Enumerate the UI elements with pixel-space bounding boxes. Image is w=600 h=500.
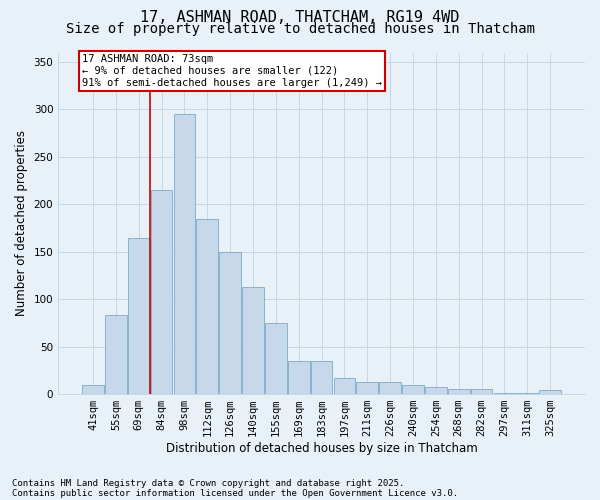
Bar — [517, 393, 538, 394]
Bar — [128, 238, 149, 394]
Bar — [494, 393, 515, 394]
Text: Contains public sector information licensed under the Open Government Licence v3: Contains public sector information licen… — [12, 488, 458, 498]
Bar — [425, 388, 447, 394]
Bar — [448, 390, 470, 394]
Text: Size of property relative to detached houses in Thatcham: Size of property relative to detached ho… — [65, 22, 535, 36]
Bar — [265, 323, 287, 394]
Bar — [402, 384, 424, 394]
Bar — [242, 287, 264, 394]
Bar — [151, 190, 172, 394]
Bar — [288, 361, 310, 394]
Bar — [356, 382, 378, 394]
Text: Contains HM Land Registry data © Crown copyright and database right 2025.: Contains HM Land Registry data © Crown c… — [12, 478, 404, 488]
Bar — [311, 361, 332, 394]
Text: 17, ASHMAN ROAD, THATCHAM, RG19 4WD: 17, ASHMAN ROAD, THATCHAM, RG19 4WD — [140, 10, 460, 25]
Bar — [379, 382, 401, 394]
Bar — [334, 378, 355, 394]
Bar — [219, 252, 241, 394]
Bar — [196, 218, 218, 394]
Bar — [105, 316, 127, 394]
Bar — [471, 390, 493, 394]
Bar — [82, 384, 104, 394]
X-axis label: Distribution of detached houses by size in Thatcham: Distribution of detached houses by size … — [166, 442, 478, 455]
Y-axis label: Number of detached properties: Number of detached properties — [15, 130, 28, 316]
Bar — [539, 390, 561, 394]
Text: 17 ASHMAN ROAD: 73sqm
← 9% of detached houses are smaller (122)
91% of semi-deta: 17 ASHMAN ROAD: 73sqm ← 9% of detached h… — [82, 54, 382, 88]
Bar — [173, 114, 195, 394]
